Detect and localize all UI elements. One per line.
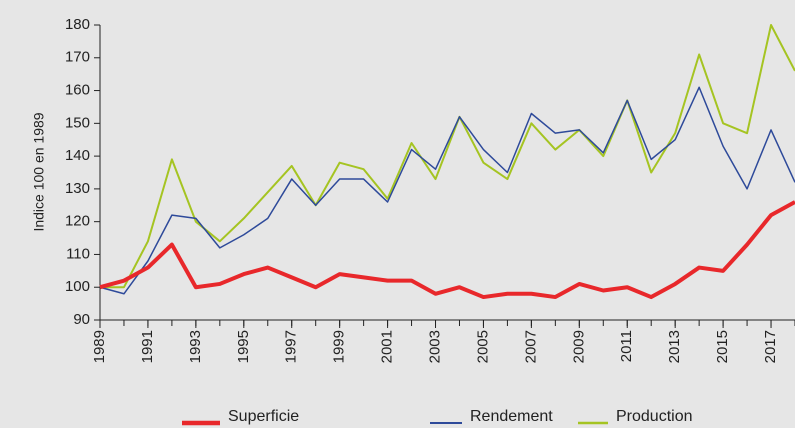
y-tick-label: 170	[65, 49, 90, 66]
x-tick-label: 2017	[762, 330, 779, 363]
x-tick-label: 2009	[570, 330, 587, 363]
x-tick-label: 1989	[91, 330, 108, 363]
y-tick-label: 100	[65, 278, 90, 295]
legend-label: Production	[616, 408, 693, 425]
x-tick-label: 2011	[618, 330, 635, 362]
series-line	[99, 86, 795, 295]
legend-label: Rendement	[470, 408, 553, 425]
x-tick-label: 1995	[235, 330, 252, 363]
y-tick-label: 180	[65, 16, 90, 33]
y-tick-label: 160	[65, 82, 90, 99]
x-tick-label: 2005	[474, 330, 491, 363]
y-tick-label: 150	[65, 114, 90, 131]
y-axis-label: Indice 100 en 1989	[31, 112, 47, 231]
series-line	[100, 24, 795, 289]
x-tick-label: 1997	[283, 330, 300, 363]
x-tick-label: 2003	[426, 330, 443, 363]
x-tick-label: 2015	[714, 330, 731, 363]
x-tick-label: 2013	[666, 330, 683, 363]
legend-label: Superficie	[228, 408, 299, 425]
x-tick-label: 2007	[522, 330, 539, 363]
x-tick-label: 1999	[331, 330, 348, 363]
y-tick-label: 140	[65, 147, 90, 164]
y-tick-label: 90	[73, 311, 90, 328]
x-tick-label: 1993	[187, 330, 204, 363]
x-tick-label: 2001	[379, 330, 396, 363]
series-line	[99, 200, 795, 300]
y-tick-label: 120	[65, 213, 90, 230]
x-tick-label: 1991	[139, 330, 156, 363]
y-tick-label: 110	[66, 245, 90, 262]
y-tick-label: 130	[65, 180, 90, 197]
